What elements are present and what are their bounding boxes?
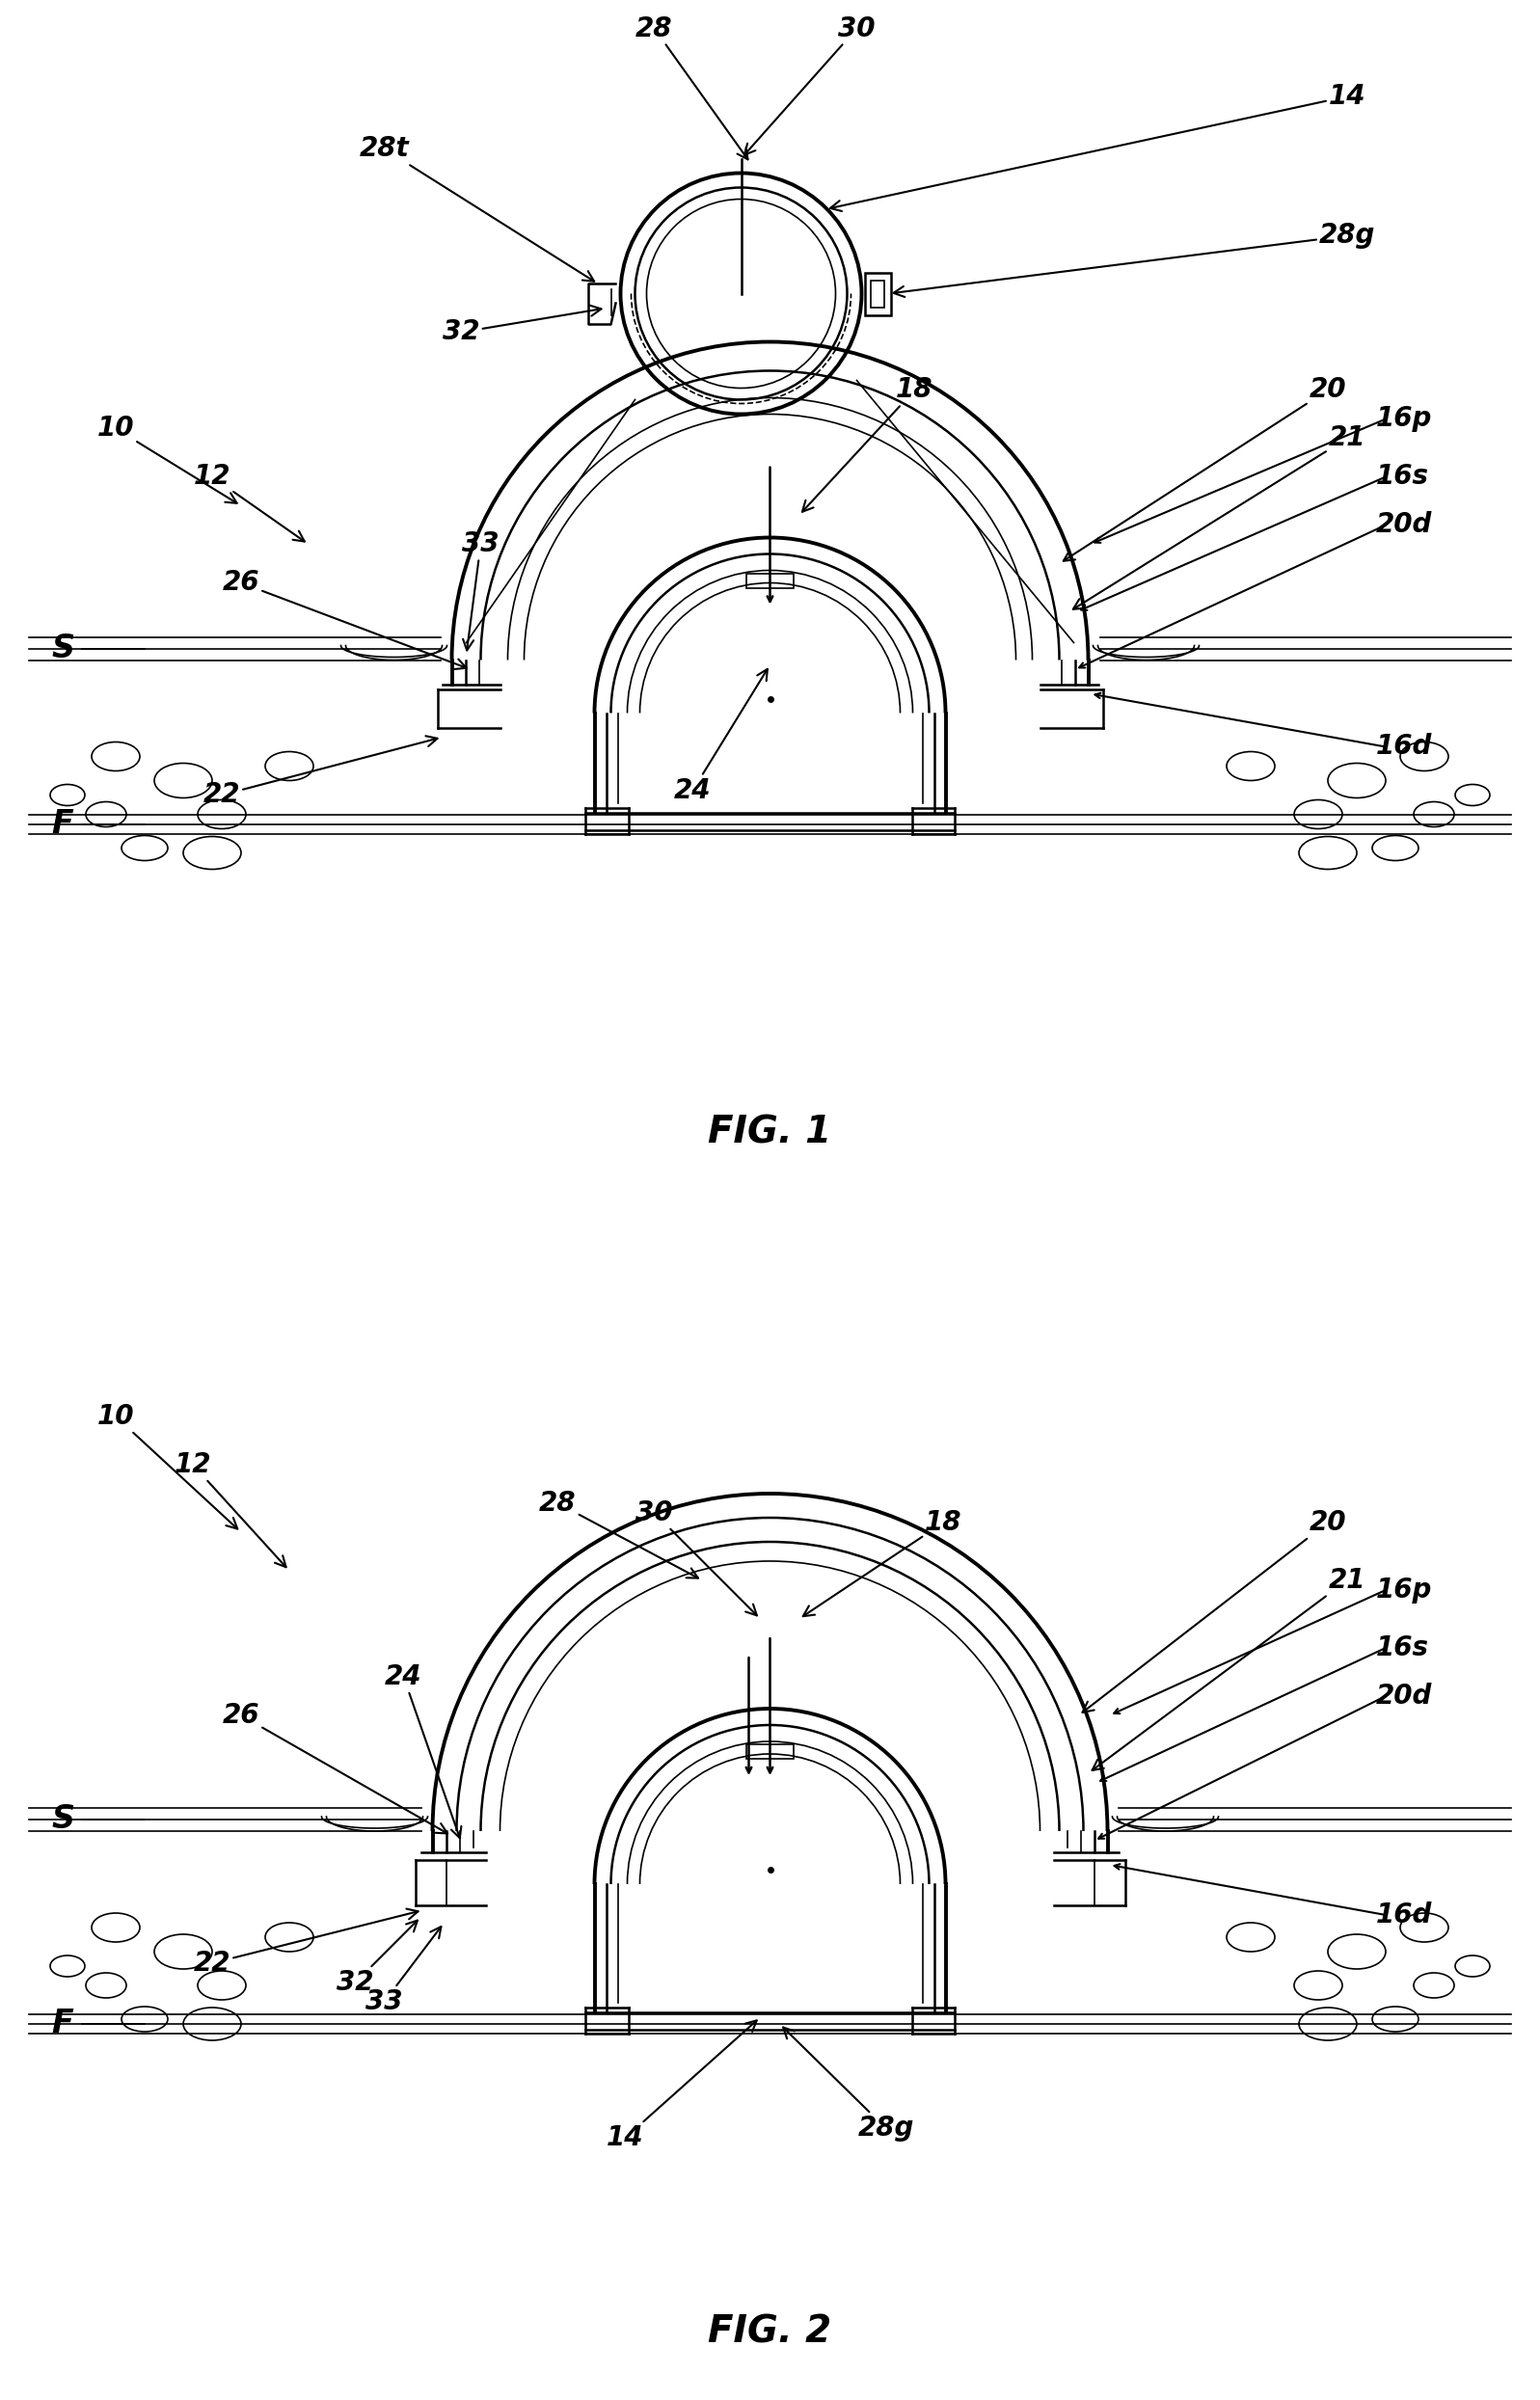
Text: F: F [52,809,74,840]
Text: 33: 33 [462,530,499,650]
Text: 28: 28 [539,1490,698,1579]
Text: 32: 32 [337,1920,417,1997]
Text: 16p: 16p [1377,1577,1432,1603]
Text: 21: 21 [1092,1567,1366,1771]
Text: 21: 21 [1073,425,1366,610]
Text: 10: 10 [97,415,237,504]
Text: 28t: 28t [359,134,594,281]
Text: S: S [51,1805,74,1836]
Bar [745,574,795,588]
Text: 28g: 28g [893,223,1375,298]
Text: 30: 30 [636,1500,756,1615]
Text: 18: 18 [802,377,933,511]
Text: 18: 18 [802,1510,962,1615]
Text: 28: 28 [636,14,748,158]
Text: 32: 32 [444,305,601,346]
Text: 12: 12 [194,463,305,542]
Text: 14: 14 [830,84,1366,211]
Text: 16s: 16s [1377,1634,1429,1661]
Text: 33: 33 [365,1927,440,2016]
Text: 24: 24 [675,670,767,804]
Bar [864,271,892,314]
Text: 26: 26 [222,569,467,670]
Text: 26: 26 [222,1702,448,1834]
Text: 20d: 20d [1377,511,1432,538]
Text: F: F [52,2009,74,2040]
Bar [745,1745,795,1759]
Text: 20: 20 [1083,1510,1346,1711]
Text: 16p: 16p [1377,406,1432,432]
Text: 16s: 16s [1377,463,1429,490]
Text: 16d: 16d [1377,1901,1432,1930]
Text: 28g: 28g [784,2028,913,2141]
Text: 20: 20 [1064,377,1346,562]
Text: 14: 14 [607,2021,756,2150]
Text: 22: 22 [203,737,437,809]
Text: 12: 12 [174,1452,286,1567]
Text: 20d: 20d [1377,1682,1432,1709]
Text: 16d: 16d [1377,734,1432,761]
Text: S: S [51,634,74,665]
Text: 10: 10 [97,1404,237,1529]
Text: 22: 22 [194,1908,417,1978]
Text: 24: 24 [385,1663,462,1838]
Bar [870,281,884,307]
Text: FIG. 2: FIG. 2 [708,2314,832,2352]
Text: FIG. 1: FIG. 1 [708,1114,832,1152]
Text: 30: 30 [744,14,875,156]
